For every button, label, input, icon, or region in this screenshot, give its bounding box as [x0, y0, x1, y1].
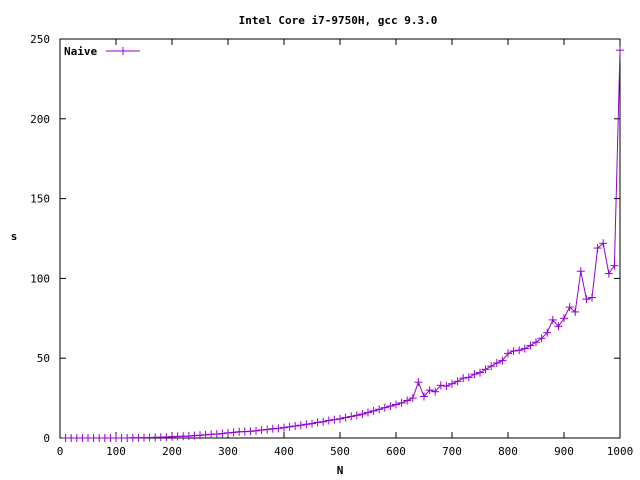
x-tick-label: 400 — [274, 445, 294, 458]
data-point — [341, 413, 350, 422]
data-point — [543, 328, 552, 337]
data-point — [280, 423, 288, 432]
data-point — [308, 419, 316, 428]
data-point — [218, 429, 227, 438]
chart-title: Intel Core i7-9750H, gcc 9.3.0 — [239, 14, 438, 27]
series-layer — [61, 46, 624, 442]
data-point — [397, 398, 406, 407]
data-point — [515, 346, 524, 355]
data-point — [476, 368, 484, 377]
data-point — [263, 425, 272, 434]
data-point — [380, 403, 389, 412]
y-tick-label: 250 — [30, 33, 50, 46]
x-tick-label: 700 — [442, 445, 462, 458]
y-tick-label: 200 — [30, 113, 50, 126]
legend: Naive — [64, 45, 140, 58]
legend-sample-marker — [119, 47, 127, 55]
data-point — [571, 307, 580, 316]
data-point — [610, 261, 619, 270]
x-tick-label: 1000 — [607, 445, 634, 458]
series-line-naive — [65, 50, 621, 439]
plot-border — [59, 38, 621, 439]
data-point — [492, 358, 501, 367]
data-point — [375, 405, 384, 414]
data-point — [588, 293, 596, 302]
data-point — [582, 295, 591, 304]
data-point — [347, 412, 356, 421]
data-point — [453, 377, 462, 386]
data-point — [431, 387, 440, 396]
data-point — [548, 315, 557, 324]
ticks: 0 100 200 300 400 500 600 700 800 900 1000 0 50 100 15… — [30, 33, 633, 458]
data-point — [554, 322, 563, 331]
data-point — [436, 381, 445, 390]
data-point — [291, 422, 300, 431]
data-point — [319, 417, 328, 426]
data-point — [487, 362, 496, 371]
data-point — [448, 379, 456, 388]
data-point — [364, 408, 372, 417]
data-point — [464, 373, 473, 382]
data-point — [593, 244, 602, 253]
data-point — [425, 386, 434, 395]
data-point — [498, 356, 507, 365]
data-point — [420, 392, 428, 401]
y-tick-label: 0 — [43, 432, 50, 445]
data-point — [274, 424, 283, 433]
data-point — [599, 239, 608, 248]
legend-label-naive: Naive — [64, 45, 97, 58]
data-point — [504, 349, 512, 358]
data-point — [604, 269, 613, 278]
x-tick-label: 800 — [498, 445, 518, 458]
y-tick-label: 150 — [30, 193, 50, 206]
data-point — [358, 410, 367, 419]
x-tick-label: 0 — [57, 445, 64, 458]
x-tick-label: 500 — [330, 445, 350, 458]
data-point — [459, 374, 468, 383]
data-point — [616, 46, 624, 55]
data-point — [403, 396, 412, 405]
data-point — [386, 402, 395, 411]
data-point — [414, 378, 423, 387]
y-axis-label: s — [11, 230, 18, 243]
data-point — [481, 365, 490, 374]
y-tick-label: 50 — [37, 352, 50, 365]
x-tick-label: 900 — [554, 445, 574, 458]
data-point — [296, 421, 305, 430]
data-point — [532, 338, 540, 347]
data-point — [526, 341, 535, 350]
x-tick-label: 200 — [162, 445, 182, 458]
data-point — [324, 416, 333, 425]
data-point — [285, 422, 294, 431]
y-tick-label: 100 — [30, 272, 50, 285]
data-point — [565, 303, 574, 312]
data-point — [392, 400, 400, 409]
data-point — [352, 411, 361, 420]
data-point — [537, 334, 546, 343]
data-point — [408, 394, 417, 403]
data-point — [442, 382, 451, 391]
x-tick-label: 600 — [386, 445, 406, 458]
x-axis-label: N — [337, 464, 344, 477]
x-tick-label: 300 — [218, 445, 238, 458]
data-point — [470, 370, 479, 379]
data-point — [369, 406, 378, 415]
data-point — [313, 418, 322, 427]
data-point — [560, 314, 568, 323]
data-point — [509, 347, 518, 356]
data-point — [330, 415, 339, 424]
data-point — [336, 414, 344, 423]
x-tick-label: 100 — [106, 445, 126, 458]
data-point — [576, 267, 585, 276]
data-point — [252, 426, 260, 435]
data-point — [302, 420, 311, 429]
data-point — [229, 428, 238, 437]
data-point — [520, 344, 529, 353]
